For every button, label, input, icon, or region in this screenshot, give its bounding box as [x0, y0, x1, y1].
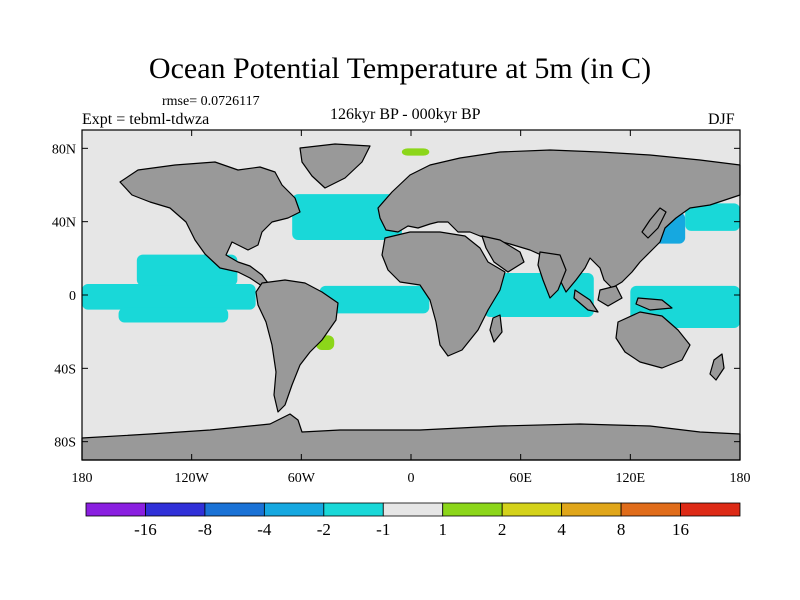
japan-land [641, 207, 667, 239]
y-tick-label: 40N [52, 216, 76, 231]
experiment-label: Expt = tebml-tdwza [82, 111, 210, 128]
south-america-land [255, 279, 339, 413]
x-tick-label: 60E [509, 471, 532, 486]
colorbar-swatch [442, 502, 503, 517]
y-tick-label: 80S [54, 436, 76, 451]
new-guinea-land [635, 297, 673, 311]
period-label: 126kyr BP - 000kyr BP [330, 106, 481, 123]
x-tick-label: 180 [730, 471, 751, 486]
y-tick-label: 0 [69, 289, 76, 304]
colorbar-label: 4 [557, 520, 566, 539]
season-label: DJF [708, 111, 735, 128]
colorbar-swatch [323, 502, 384, 517]
colorbar-label: -1 [376, 520, 390, 539]
rmse-label: rmse= 0.0726117 [162, 94, 260, 109]
colorbar-swatch [204, 502, 265, 517]
anomaly-tropical-pacific-south [118, 307, 229, 323]
colorbar-label: -8 [198, 520, 212, 539]
north-america-land [119, 161, 301, 287]
colorbar-label: -2 [317, 520, 331, 539]
colorbar-swatch [145, 502, 206, 517]
colorbar-swatch [501, 502, 563, 517]
colorbar-swatch [620, 502, 681, 517]
borneo-land [597, 285, 623, 307]
x-tick-label: 120W [175, 471, 210, 486]
y-tick-label: 80N [52, 142, 76, 157]
colorbar-label: 16 [672, 520, 689, 539]
colorbar-label: -16 [134, 520, 157, 539]
anomaly-north-atlantic [292, 194, 402, 240]
colorbar-label: -4 [257, 520, 272, 539]
new-zealand-land [709, 353, 725, 381]
arabia-land [481, 235, 525, 273]
colorbar: -16 -8 -4 -2 -1 1 2 4 8 16 [85, 502, 741, 539]
colorbar-swatch [561, 502, 622, 517]
world-map-coastlines-icon [81, 143, 741, 461]
greenland-land [299, 143, 371, 189]
colorbar-swatch [680, 502, 741, 517]
map-axes: 180 120W 60W 0 60E 120E 180 80N 40N 0 40S 80S [52, 130, 751, 486]
x-tick-label: 180 [72, 471, 93, 486]
colorbar-swatch [85, 502, 146, 517]
eurasia-land [377, 149, 741, 293]
anomaly-equatorial-atlantic [319, 285, 430, 314]
y-tick-label: 40S [54, 362, 76, 377]
colorbar-label: 8 [617, 520, 626, 539]
india-land [537, 251, 567, 299]
x-tick-label: 60W [288, 471, 316, 486]
africa-land [381, 231, 506, 357]
map-title: Ocean Potential Temperature at 5m (in C) [148, 52, 652, 85]
x-tick-label: 120E [616, 471, 646, 486]
colorbar-swatch [382, 502, 444, 517]
anomaly-barents-sea [401, 148, 430, 156]
colorbar-label: 2 [498, 520, 507, 539]
x-tick-label: 0 [408, 471, 415, 486]
anomaly-tropical-pacific-north [136, 254, 238, 286]
sumatra-land [573, 289, 599, 313]
madagascar-land [489, 314, 503, 343]
australia-land [615, 311, 691, 369]
anomaly-equatorial-pacific-east [82, 284, 256, 310]
anomaly-north-pacific-west [685, 203, 740, 231]
colorbar-label: 1 [438, 520, 447, 539]
colorbar-swatch [263, 502, 325, 517]
